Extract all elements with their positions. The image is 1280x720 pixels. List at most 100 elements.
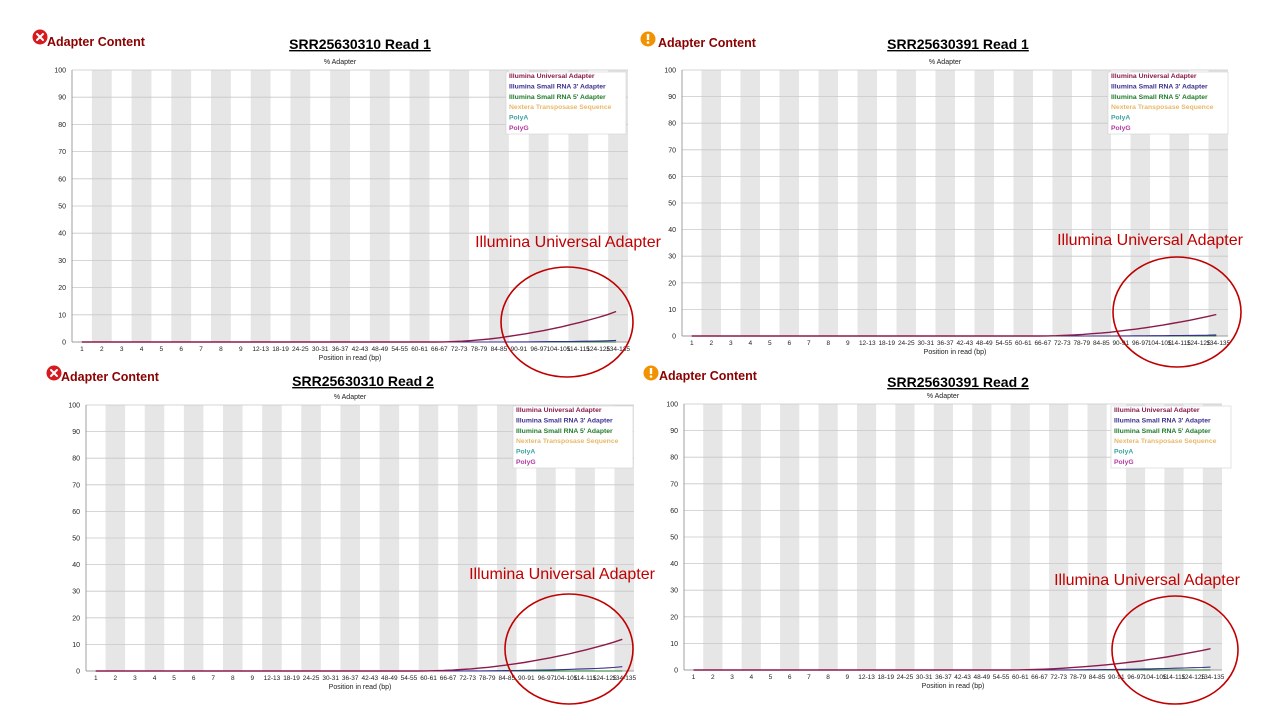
y-tick-label: 80	[58, 122, 66, 129]
y-tick-label: 10	[58, 312, 66, 319]
x-tick-label: 84-85	[1093, 340, 1110, 347]
chart-panel: Adapter Content SRR25630391 Read 1 % Adapt…	[640, 31, 1244, 368]
x-tick-label: 60-61	[420, 675, 437, 682]
x-tick-label: 124-125	[1187, 340, 1211, 347]
x-tick-label: 54-55	[995, 340, 1012, 347]
legend-entry: Illumina Small RNA 3' Adapter	[1111, 83, 1208, 90]
x-tick-label: 36-37	[935, 674, 952, 681]
module-title: Adapter Content	[47, 35, 146, 49]
x-tick-label: 114-115	[567, 346, 590, 353]
chart-subtitle: % Adapter	[927, 393, 960, 400]
legend-entry: PolyG	[1114, 459, 1134, 466]
x-tick-label: 2	[711, 674, 715, 681]
x-tick-label: 8	[231, 675, 235, 682]
y-tick-label: 100	[68, 403, 80, 410]
x-tick-label: 12-13	[264, 675, 281, 682]
callout-ellipse	[1111, 595, 1239, 705]
legend-entry: Nextera Transposase Sequence	[1114, 438, 1217, 445]
y-tick-label: 60	[668, 174, 676, 181]
x-tick-label: 24-25	[292, 346, 309, 353]
chart-title: SRR25630391 Read 2	[887, 374, 1029, 390]
chart-title: SRR25630310 Read 2	[292, 373, 434, 389]
x-tick-label: 1	[80, 346, 84, 353]
x-tick-label: 134-135	[612, 675, 636, 682]
x-tick-label: 78-79	[471, 346, 488, 353]
x-tick-label: 60-61	[411, 346, 428, 353]
x-tick-label: 5	[172, 675, 176, 682]
x-tick-label: 60-61	[1015, 340, 1032, 347]
x-tick-label: 18-19	[272, 346, 289, 353]
legend-entry: Nextera Transposase Sequence	[509, 104, 612, 111]
legend-box	[1107, 71, 1229, 135]
legend-entry: PolyA	[516, 449, 535, 456]
y-tick-label: 40	[58, 231, 66, 238]
legend-entry: PolyA	[1111, 115, 1130, 122]
x-tick-label: 3	[730, 674, 734, 681]
x-tick-label: 90-91	[510, 346, 527, 353]
x-tick-label: 30-31	[312, 346, 329, 353]
x-tick-label: 3	[133, 675, 137, 682]
x-tick-label: 8	[826, 340, 830, 347]
y-tick-label: 90	[670, 428, 678, 435]
y-tick-label: 40	[72, 562, 80, 569]
x-tick-label: 42-43	[954, 674, 971, 681]
legend: Illumina Universal Adapter Illumina Small…	[512, 405, 634, 469]
chart-title: SRR25630310 Read 1	[289, 36, 431, 52]
x-tick-label: 2	[709, 340, 713, 347]
x-tick-label: 96-97	[530, 346, 547, 353]
y-tick-label: 40	[670, 561, 678, 568]
x-tick-label: 104-105	[547, 346, 571, 353]
x-tick-label: 42-43	[956, 340, 973, 347]
x-tick-label: 54-55	[401, 675, 418, 682]
legend-entry: Illumina Small RNA 5' Adapter	[509, 94, 606, 101]
x-tick-label: 9	[846, 340, 850, 347]
x-tick-label: 66-67	[1034, 340, 1051, 347]
x-tick-label: 36-37	[937, 340, 954, 347]
x-tick-label: 48-49	[371, 346, 388, 353]
series-line-illumina-universal-adapter	[81, 310, 617, 343]
y-tick-label: 80	[668, 121, 676, 128]
y-tick-label: 20	[668, 280, 676, 287]
x-tick-label: 36-37	[332, 346, 349, 353]
y-tick-label: 80	[72, 456, 80, 463]
y-tick-label: 70	[72, 482, 80, 489]
x-axis-label: Position in read (bp)	[924, 349, 987, 356]
x-tick-label: 12-13	[252, 346, 269, 353]
legend: Illumina Universal Adapter Illumina Small…	[1110, 405, 1232, 469]
x-tick-label: 12-13	[859, 340, 876, 347]
x-tick-label: 84-85	[498, 675, 515, 682]
x-tick-label: 6	[192, 675, 196, 682]
y-tick-label: 100	[54, 68, 66, 75]
y-tick-label: 90	[58, 95, 66, 102]
chart-panel: Adapter Content SRR25630310 Read 2 % Adapt…	[46, 365, 656, 705]
y-tick-label: 20	[58, 285, 66, 292]
module-title: Adapter Content	[659, 369, 758, 383]
x-tick-label: 4	[153, 675, 157, 682]
y-tick-label: 10	[668, 307, 676, 314]
x-tick-label: 84-85	[1089, 674, 1106, 681]
y-tick-label: 0	[672, 334, 676, 341]
x-tick-label: 7	[807, 340, 811, 347]
x-tick-label: 30-31	[322, 675, 339, 682]
legend-entry: Illumina Universal Adapter	[1114, 407, 1200, 414]
x-tick-label: 5	[160, 346, 164, 353]
x-tick-label: 114-115	[1168, 340, 1191, 347]
x-tick-label: 8	[826, 674, 830, 681]
x-tick-label: 78-79	[1073, 340, 1090, 347]
x-axis-label: Position in read (bp)	[319, 355, 382, 362]
x-tick-label: 3	[729, 340, 733, 347]
x-tick-label: 18-19	[283, 675, 300, 682]
x-tick-label: 104-105	[1143, 674, 1167, 681]
x-tick-label: 5	[768, 340, 772, 347]
chart-subtitle: % Adapter	[324, 59, 357, 66]
x-tick-label: 24-25	[897, 674, 914, 681]
legend-entry: Nextera Transposase Sequence	[1111, 104, 1214, 111]
y-tick-label: 0	[674, 668, 678, 675]
callout-label: Illumina Universal Adapter	[1054, 572, 1241, 589]
x-tick-label: 9	[846, 674, 850, 681]
y-tick-label: 30	[58, 258, 66, 265]
legend-box	[505, 71, 627, 135]
legend-entry: PolyG	[1111, 125, 1131, 132]
x-axis-label: Position in read (bp)	[329, 684, 392, 691]
x-tick-label: 9	[251, 675, 255, 682]
